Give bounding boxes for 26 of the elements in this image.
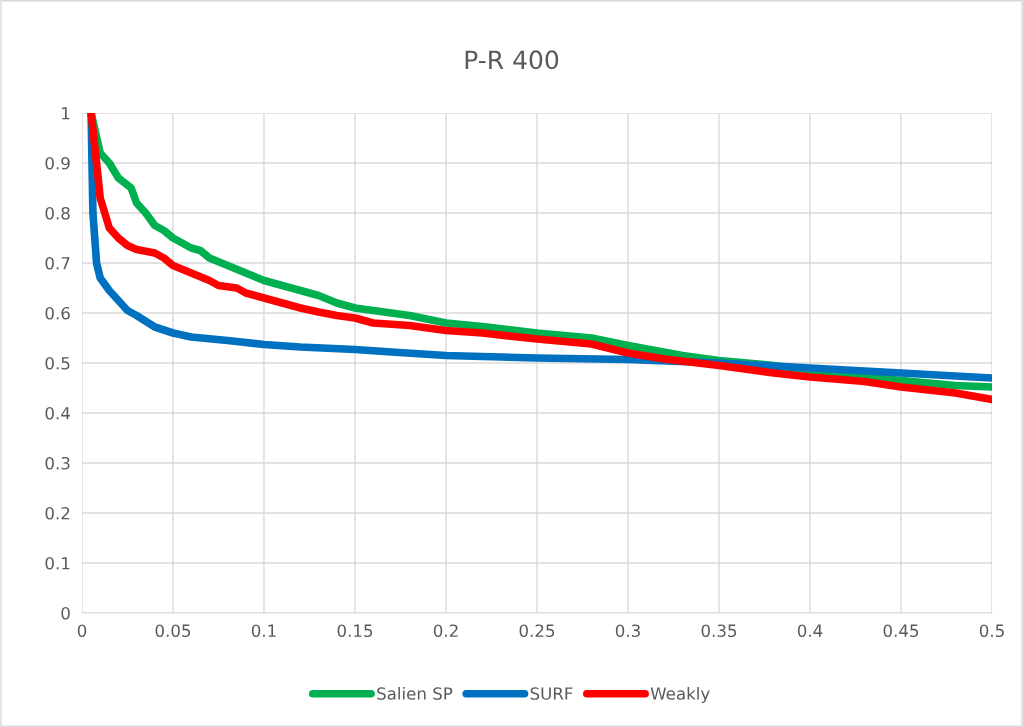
- y-tick-label: 0.9: [45, 156, 70, 170]
- x-tick-label: 0.05: [155, 624, 191, 638]
- x-tick-label: 0.45: [883, 624, 919, 638]
- x-tick-label: 0.1: [251, 624, 276, 638]
- legend-label: SURF: [530, 687, 573, 700]
- y-tick-label: 0.1: [45, 556, 70, 570]
- chart-title: P-R 400: [465, 50, 559, 70]
- x-tick-label: 0: [77, 624, 87, 638]
- x-tick-label: 0.15: [337, 624, 373, 638]
- y-tick-label: 0.3: [45, 456, 70, 470]
- legend-label: Salien SP: [377, 686, 453, 700]
- x-tick-label: 0.5: [979, 624, 1004, 638]
- y-tick-label: 1: [62, 107, 70, 120]
- x-tick-label: 0.25: [519, 624, 555, 638]
- y-tick-label: 0: [61, 606, 70, 620]
- y-tick-label: 0.6: [45, 306, 70, 320]
- x-tick-label: 0.2: [433, 624, 458, 638]
- x-tick-label: 0.3: [615, 624, 640, 638]
- legend-label: Weakly: [650, 686, 710, 704]
- y-tick-label: 0.4: [45, 406, 70, 420]
- y-tick-label: 0.5: [45, 356, 70, 370]
- y-tick-label: 0.7: [45, 256, 70, 270]
- y-tick-label: 0.8: [45, 206, 70, 220]
- x-tick-label: 0.4: [797, 624, 823, 638]
- y-tick-label: 0.2: [45, 506, 70, 520]
- x-tick-label: 0.35: [701, 624, 737, 638]
